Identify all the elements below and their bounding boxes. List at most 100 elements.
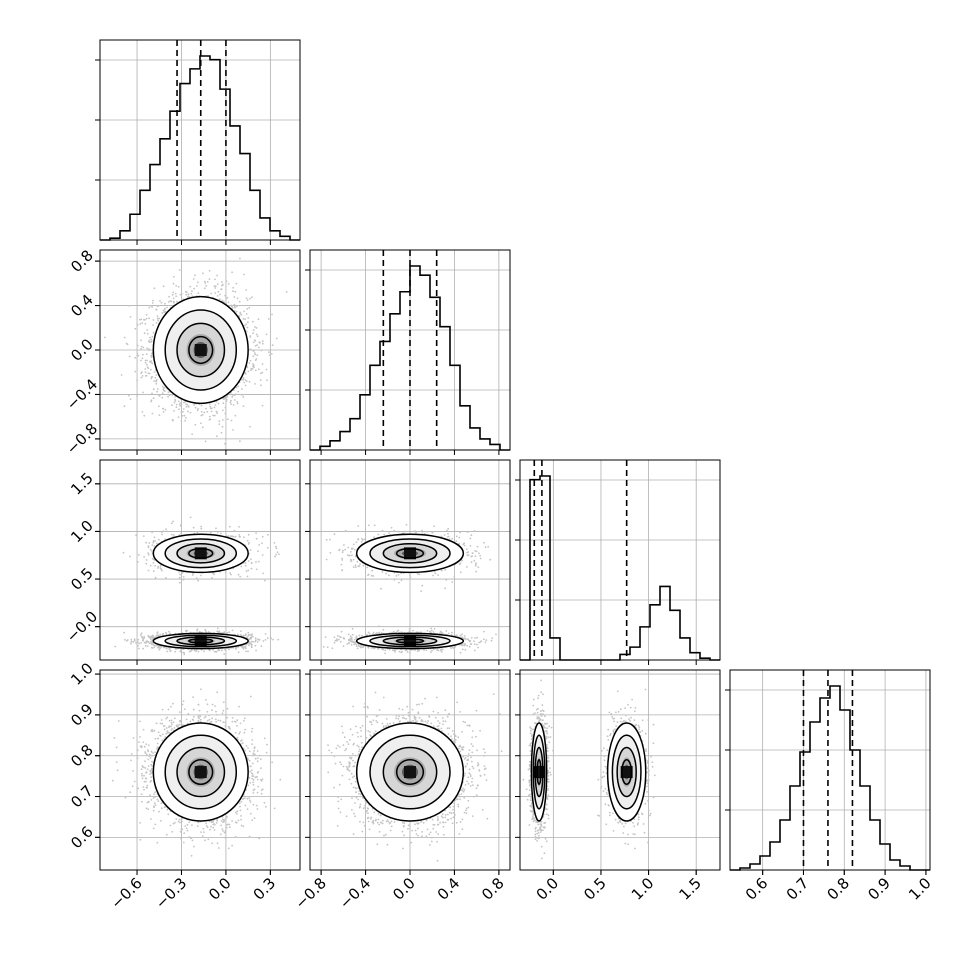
scatter-point — [268, 354, 271, 356]
scatter-point — [224, 406, 227, 409]
scatter-point — [250, 369, 252, 372]
scatter-point — [185, 293, 188, 296]
scatter-point — [142, 353, 144, 356]
scatter-point — [190, 292, 193, 295]
scatter-point — [193, 287, 196, 290]
scatter-point — [155, 382, 158, 385]
scatter-point — [250, 348, 253, 351]
scatter-point — [203, 280, 206, 283]
scatter-point — [216, 274, 219, 277]
scatter-point — [243, 310, 246, 313]
panel-content — [100, 250, 300, 450]
scatter-point — [163, 389, 166, 392]
scatter-point — [167, 395, 169, 398]
scatter-point — [225, 280, 228, 283]
scatter-point — [138, 642, 141, 645]
scatter-point — [222, 402, 225, 405]
scatter-point — [187, 405, 190, 408]
scatter-point — [162, 411, 165, 413]
scatter-point — [246, 308, 249, 310]
scatter-point — [171, 404, 173, 407]
scatter-point — [158, 405, 160, 408]
scatter-point — [152, 319, 155, 321]
scatter-point — [180, 404, 183, 406]
scatter-point — [258, 341, 261, 344]
scatter-point — [200, 404, 203, 407]
scatter-point — [145, 353, 148, 355]
scatter-point — [172, 297, 175, 300]
scatter-point — [172, 291, 175, 294]
scatter-point — [248, 362, 251, 364]
scatter-point — [137, 644, 139, 647]
scatter-point — [200, 414, 203, 417]
scatter-point — [180, 420, 183, 422]
scatter-point — [245, 297, 248, 299]
scatter-point — [234, 306, 237, 309]
scatter-point — [183, 414, 186, 417]
scatter-point — [175, 285, 178, 287]
scatter-point — [247, 634, 250, 637]
scatter-point — [213, 414, 216, 417]
scatter-point — [104, 336, 106, 339]
x-tick-label: 0.6 — [742, 874, 772, 904]
scatter-point — [200, 422, 202, 425]
scatter-point — [249, 297, 251, 300]
scatter-point — [209, 407, 212, 410]
scatter-point — [236, 401, 239, 403]
scatter-point — [148, 317, 151, 320]
scatter-point — [166, 306, 168, 309]
scatter-point — [142, 346, 145, 349]
scatter-point — [146, 359, 149, 362]
scatter-point — [123, 405, 126, 408]
scatter-point — [144, 359, 147, 362]
scatter-point — [231, 629, 234, 632]
scatter-point — [167, 391, 170, 394]
scatter-point — [232, 404, 235, 406]
scatter-point — [136, 641, 139, 643]
scatter-point — [152, 397, 155, 400]
scatter-point — [233, 389, 235, 391]
scatter-point — [251, 296, 253, 298]
y-tick-label: 0.4 — [67, 291, 97, 321]
scatter-point — [235, 282, 238, 285]
scatter-point — [173, 410, 175, 412]
scatter-point — [243, 273, 245, 276]
scatter-point — [151, 392, 153, 395]
scatter-point — [210, 410, 213, 413]
scatter-point — [260, 384, 262, 387]
scatter-point — [285, 291, 288, 293]
scatter-point — [168, 648, 171, 651]
scatter-point — [268, 351, 270, 354]
scatter-point — [140, 348, 143, 350]
scatter-point — [140, 339, 142, 342]
scatter-point — [153, 380, 156, 382]
scatter-point — [216, 412, 219, 414]
scatter-point — [224, 412, 227, 415]
scatter-point — [234, 290, 237, 293]
scatter-point — [164, 409, 167, 411]
scatter-point — [192, 278, 195, 280]
scatter-point — [252, 341, 255, 344]
scatter-point — [180, 411, 183, 413]
scatter-point — [260, 349, 263, 352]
scatter-point — [191, 290, 193, 293]
scatter-point — [138, 318, 141, 321]
scatter-point — [210, 292, 213, 295]
scatter-point — [129, 316, 132, 318]
scatter-point — [153, 371, 156, 373]
scatter-point — [166, 650, 169, 653]
scatter-point — [151, 302, 154, 304]
scatter-point — [246, 299, 249, 302]
scatter-point — [277, 638, 280, 641]
scatter-point — [232, 429, 234, 431]
scatter-point — [230, 399, 232, 402]
scatter-point — [214, 404, 217, 406]
scatter-point — [220, 288, 223, 291]
scatter-point — [251, 635, 254, 638]
scatter-point — [260, 372, 262, 375]
scatter-point — [153, 646, 156, 649]
scatter-point — [194, 423, 197, 426]
scatter-point — [235, 305, 238, 308]
scatter-point — [146, 347, 149, 350]
scatter-point — [150, 400, 153, 403]
